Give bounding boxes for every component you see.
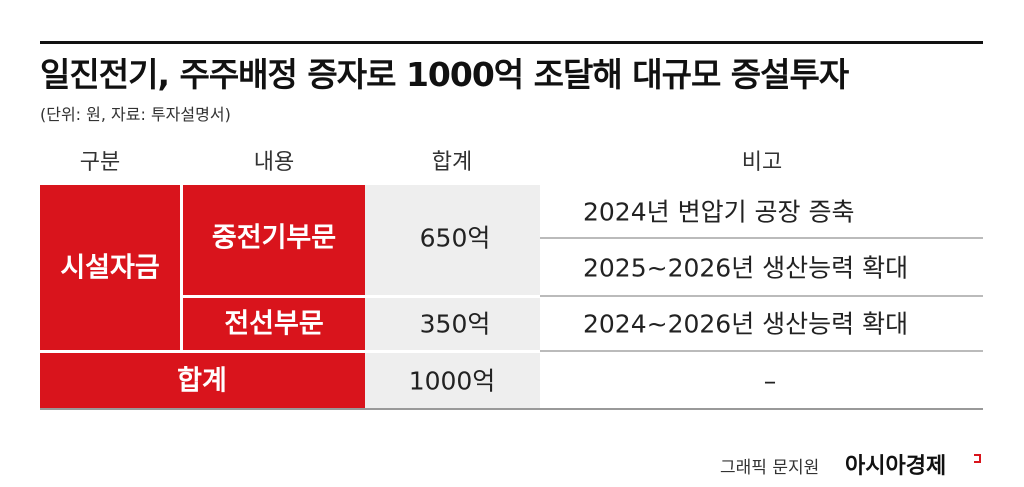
brand-mark xyxy=(974,454,981,463)
amount: 350억 xyxy=(419,309,491,339)
column-header: 합계 xyxy=(431,150,473,175)
group-cell xyxy=(40,185,180,350)
column-header: 내용 xyxy=(253,150,295,175)
subtitle: (단위: 원, 자료: 투자설명서) xyxy=(40,105,231,124)
item-cell xyxy=(183,298,365,350)
column-header: 구분 xyxy=(79,150,121,175)
bottom-rule xyxy=(40,408,983,410)
credit: 그래픽 문지원 xyxy=(720,458,820,478)
note: – xyxy=(763,366,777,396)
item-label: 중전기부문 xyxy=(211,222,337,254)
note: 2025~2026년 생산능력 확대 xyxy=(583,253,909,283)
brand: 아시아경제 xyxy=(845,454,947,479)
divider xyxy=(540,295,983,297)
top-rule xyxy=(40,41,983,44)
amount: 650억 xyxy=(419,223,491,253)
group-label: 시설자금 xyxy=(60,252,160,284)
total-label: 합계 xyxy=(177,365,227,397)
amount: 1000억 xyxy=(408,366,496,396)
divider xyxy=(365,295,540,298)
item-label: 전선부문 xyxy=(224,308,324,340)
divider xyxy=(540,350,983,352)
divider xyxy=(540,237,983,239)
column-header: 비고 xyxy=(741,150,783,175)
item-cell xyxy=(183,185,365,295)
note: 2024~2026년 생산능력 확대 xyxy=(583,309,909,339)
total-cell xyxy=(40,353,365,409)
note: 2024년 변압기 공장 증축 xyxy=(583,197,855,227)
title: 일진전기, 주주배정 증자로 1000억 조달해 대규모 증설투자 xyxy=(40,55,849,94)
divider xyxy=(365,350,540,353)
